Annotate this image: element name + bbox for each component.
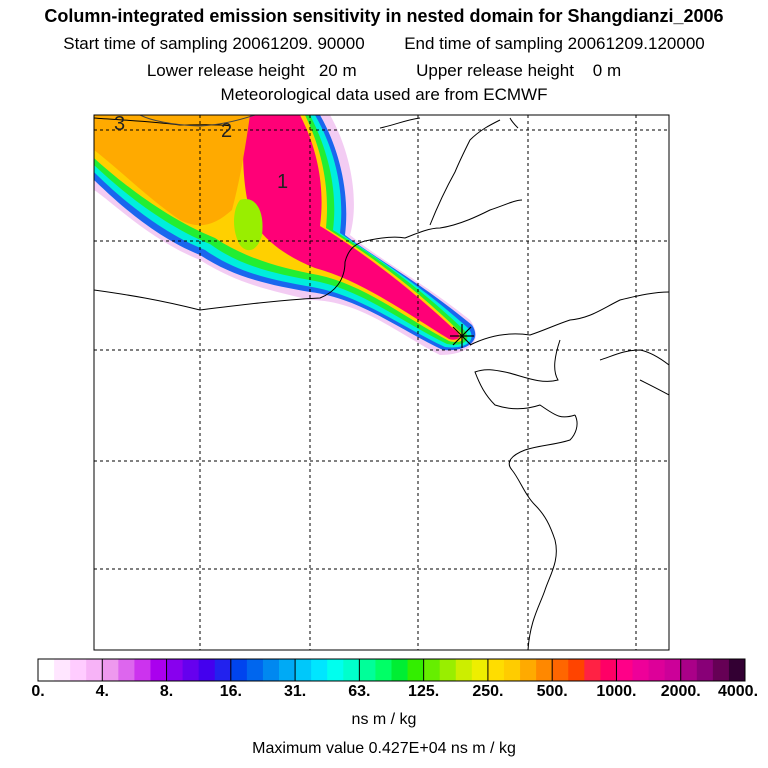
colorbar-cell <box>728 659 746 681</box>
upper-release-text: Upper release height 0 m <box>416 61 622 80</box>
colorbar-tick-label: 8. <box>159 683 174 700</box>
lat-lon-grid <box>94 115 669 650</box>
met-data-text: Meteorological data used are from ECMWF <box>220 85 548 104</box>
colorbar-cell <box>664 659 682 681</box>
colorbar-tick-label: 1000. <box>596 683 637 700</box>
colorbar-cell <box>150 659 168 681</box>
colorbar-cell <box>712 659 730 681</box>
release-heights-line: Lower release height 20 m Upper release … <box>0 61 768 81</box>
colorbar-cell <box>359 659 376 681</box>
colorbar-cell <box>230 659 248 681</box>
colorbar-cell <box>648 659 666 681</box>
colorbar-cell <box>198 659 216 681</box>
colorbar-cell <box>38 659 55 681</box>
colorbar-cell <box>343 659 360 681</box>
colorbar-cell <box>487 659 505 681</box>
colorbar-cell <box>214 659 232 681</box>
colorbar-cell <box>311 659 328 681</box>
plume-region-orange <box>94 115 250 226</box>
colorbar-tick-label: 16. <box>219 683 242 700</box>
colorbar-tick-label: 0. <box>31 683 45 700</box>
colorbar-tick-label: 63. <box>348 683 371 700</box>
contour-label-2: 2 <box>221 120 233 142</box>
colorbar-cell <box>118 659 135 681</box>
colorbar-cell <box>375 659 392 681</box>
colorbar-tick-label: 31. <box>283 683 307 700</box>
maximum-value-text: Maximum value 0.427E+04 ns m / kg <box>252 740 516 757</box>
colorbar-cell <box>182 659 200 681</box>
sampling-end-text: End time of sampling 20061209.120000 <box>404 34 705 53</box>
colorbar-cell <box>246 659 264 681</box>
colorbar-tick-label: 2000. <box>660 683 701 700</box>
colorbar-ticks <box>37 659 746 681</box>
colorbar-cell <box>616 659 634 681</box>
colorbar <box>38 659 746 681</box>
colorbar-cell <box>632 659 650 681</box>
colorbar-cell <box>102 659 119 681</box>
colorbar-cell <box>552 659 569 681</box>
sampling-start-text: Start time of sampling 20061209. 90000 <box>63 34 365 53</box>
colorbar-cell <box>54 659 71 681</box>
colorbar-cell <box>407 659 425 681</box>
lower-release-text: Lower release height 20 m <box>146 61 357 80</box>
colorbar-cell <box>696 659 714 681</box>
colorbar-cell <box>520 659 537 681</box>
contour-label-1: 1 <box>277 171 289 193</box>
colorbar-cell <box>503 659 521 681</box>
colorbar-cell <box>568 659 585 681</box>
colorbar-cell <box>262 659 280 681</box>
sampling-times-line: Start time of sampling 20061209. 90000 E… <box>0 34 768 54</box>
plume-core-pink <box>243 115 460 340</box>
colorbar-tick-label: 250. <box>472 683 504 700</box>
colorbar-tick-label: 500. <box>536 683 568 700</box>
plot-title: Column-integrated emission sensitivity i… <box>44 6 724 26</box>
colorbar-cell <box>327 659 344 681</box>
colorbar-cell <box>279 659 296 681</box>
colorbar-cell <box>471 659 489 681</box>
colorbar-cell <box>70 659 87 681</box>
colorbar-cell <box>423 659 441 681</box>
plume-layer <box>94 115 476 355</box>
colorbar-tick-label: 4000. <box>717 683 759 700</box>
colorbar-cell <box>600 659 617 681</box>
contour-lines <box>139 115 256 127</box>
receptor-star-icon <box>450 324 474 348</box>
colorbar-unit: ns m / kg <box>351 711 417 728</box>
plume-region-green-center <box>234 199 263 251</box>
colorbar-cell <box>134 659 151 681</box>
colorbar-cell <box>166 659 184 681</box>
contour-label-3: 3 <box>114 113 126 135</box>
colorbar-tick-label: 125. <box>408 683 440 700</box>
colorbar-cell <box>86 659 103 681</box>
colorbar-cell <box>391 659 409 681</box>
colorbar-cell <box>680 659 698 681</box>
colorbar-cell <box>584 659 601 681</box>
colorbar-cell <box>439 659 457 681</box>
colorbar-cell <box>455 659 473 681</box>
map-frame <box>93 114 670 651</box>
colorbar-cell <box>536 659 553 681</box>
colorbar-cell <box>295 659 312 681</box>
colorbar-tick-label: 4. <box>95 683 109 700</box>
